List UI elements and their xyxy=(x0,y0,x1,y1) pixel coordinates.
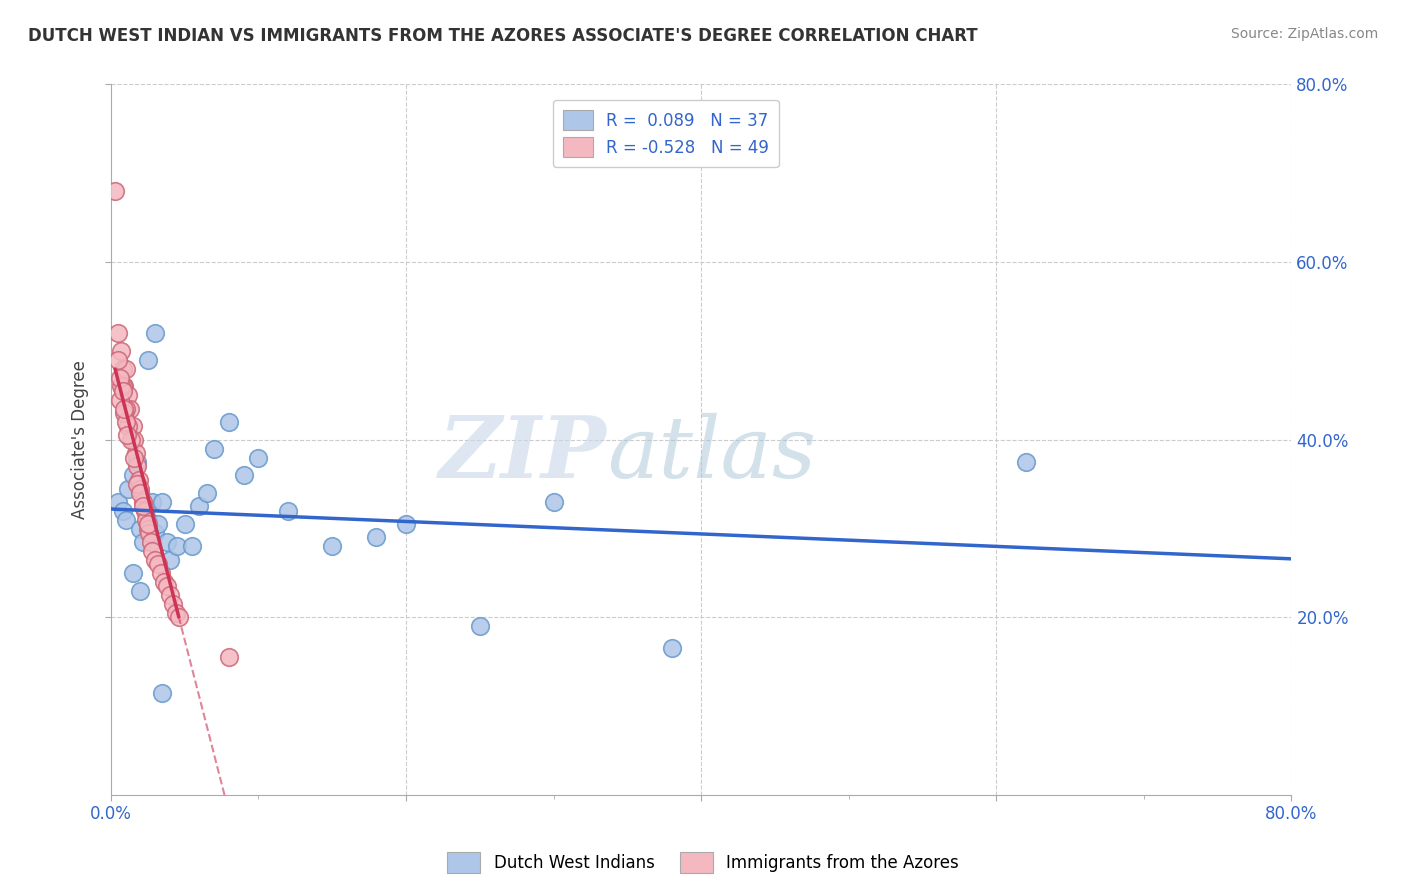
Point xyxy=(114,361,136,376)
Point xyxy=(321,539,343,553)
Point xyxy=(110,343,132,358)
Point xyxy=(156,579,179,593)
Point xyxy=(543,495,565,509)
Text: ZIP: ZIP xyxy=(439,412,606,496)
Point xyxy=(195,486,218,500)
Point xyxy=(136,352,159,367)
Point xyxy=(139,535,162,549)
Point xyxy=(149,566,172,580)
Point xyxy=(138,526,160,541)
Point xyxy=(114,401,136,416)
Point xyxy=(129,522,152,536)
Point xyxy=(202,442,225,456)
Point xyxy=(136,517,159,532)
Point xyxy=(132,495,155,509)
Text: DUTCH WEST INDIAN VS IMMIGRANTS FROM THE AZORES ASSOCIATE'S DEGREE CORRELATION C: DUTCH WEST INDIAN VS IMMIGRANTS FROM THE… xyxy=(28,27,977,45)
Point xyxy=(156,535,179,549)
Point xyxy=(277,504,299,518)
Point xyxy=(167,610,190,624)
Point xyxy=(111,504,134,518)
Point xyxy=(162,597,184,611)
Point xyxy=(104,184,127,198)
Point xyxy=(107,352,129,367)
Point xyxy=(124,433,146,447)
Legend: R =  0.089   N = 37, R = -0.528   N = 49: R = 0.089 N = 37, R = -0.528 N = 49 xyxy=(553,100,779,167)
Point xyxy=(117,388,139,402)
Point xyxy=(218,415,240,429)
Point xyxy=(129,482,152,496)
Point xyxy=(153,574,176,589)
Point xyxy=(111,379,134,393)
Point xyxy=(1015,455,1038,469)
Point xyxy=(395,517,418,532)
Point xyxy=(166,539,188,553)
Point xyxy=(122,468,145,483)
Point xyxy=(122,566,145,580)
Point xyxy=(112,379,135,393)
Point xyxy=(135,513,157,527)
Point xyxy=(143,552,166,566)
Point xyxy=(107,495,129,509)
Point xyxy=(107,326,129,340)
Point xyxy=(108,370,131,384)
Point xyxy=(127,455,149,469)
Point xyxy=(120,433,142,447)
Point xyxy=(110,379,132,393)
Point xyxy=(136,513,159,527)
Point xyxy=(111,361,134,376)
Point xyxy=(188,500,211,514)
Point xyxy=(117,419,139,434)
Point xyxy=(122,419,145,434)
Point xyxy=(118,401,141,416)
Point xyxy=(159,588,181,602)
Point xyxy=(143,526,166,541)
Point xyxy=(129,486,152,500)
Point xyxy=(136,522,159,536)
Point xyxy=(232,468,254,483)
Point xyxy=(159,552,181,566)
Point xyxy=(111,384,134,398)
Point xyxy=(127,459,149,474)
Point xyxy=(108,392,131,407)
Point xyxy=(132,500,155,514)
Point xyxy=(112,406,135,420)
Point xyxy=(117,482,139,496)
Point xyxy=(152,495,174,509)
Point xyxy=(146,557,169,571)
Point xyxy=(129,583,152,598)
Legend: Dutch West Indians, Immigrants from the Azores: Dutch West Indians, Immigrants from the … xyxy=(440,846,966,880)
Point xyxy=(181,539,204,553)
Point xyxy=(661,641,683,656)
Point xyxy=(115,428,138,442)
Point xyxy=(134,504,156,518)
Text: atlas: atlas xyxy=(606,413,815,495)
Point xyxy=(247,450,270,465)
Text: Source: ZipAtlas.com: Source: ZipAtlas.com xyxy=(1230,27,1378,41)
Y-axis label: Associate's Degree: Associate's Degree xyxy=(72,360,89,519)
Point xyxy=(124,450,146,465)
Point xyxy=(112,401,135,416)
Point xyxy=(173,517,195,532)
Point xyxy=(141,495,163,509)
Point xyxy=(143,326,166,340)
Point xyxy=(152,686,174,700)
Point xyxy=(218,650,240,665)
Point xyxy=(114,415,136,429)
Point xyxy=(127,477,149,491)
Point xyxy=(165,606,187,620)
Point xyxy=(146,517,169,532)
Point xyxy=(141,543,163,558)
Point xyxy=(125,446,148,460)
Point xyxy=(468,619,491,633)
Point xyxy=(366,531,388,545)
Point xyxy=(114,513,136,527)
Point xyxy=(128,473,150,487)
Point xyxy=(132,535,155,549)
